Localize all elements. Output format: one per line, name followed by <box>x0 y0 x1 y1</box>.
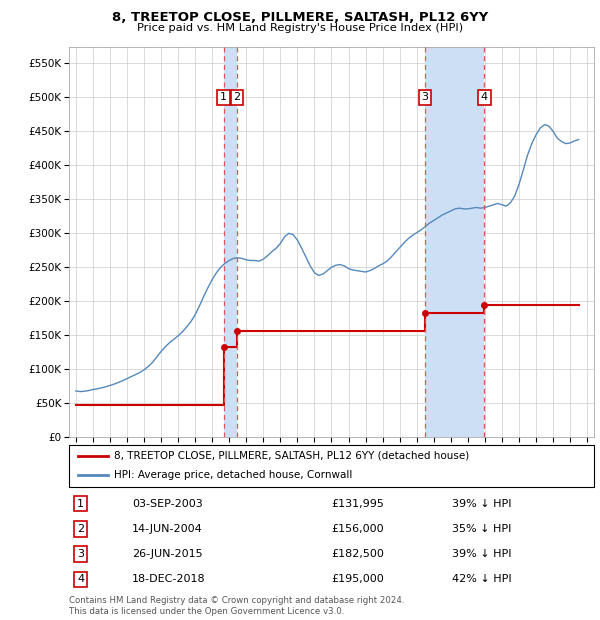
Bar <box>224 46 237 437</box>
Text: 26-JUN-2015: 26-JUN-2015 <box>132 549 203 559</box>
Text: 3: 3 <box>77 549 84 559</box>
Text: 3: 3 <box>421 92 428 102</box>
Text: HPI: Average price, detached house, Cornwall: HPI: Average price, detached house, Corn… <box>113 471 352 480</box>
Text: Contains HM Land Registry data © Crown copyright and database right 2024.
This d: Contains HM Land Registry data © Crown c… <box>69 596 404 616</box>
Text: £195,000: £195,000 <box>331 575 384 585</box>
Text: 03-SEP-2003: 03-SEP-2003 <box>132 498 203 508</box>
Text: 4: 4 <box>77 575 84 585</box>
Text: Price paid vs. HM Land Registry's House Price Index (HPI): Price paid vs. HM Land Registry's House … <box>137 23 463 33</box>
Text: 39% ↓ HPI: 39% ↓ HPI <box>452 549 512 559</box>
Text: 39% ↓ HPI: 39% ↓ HPI <box>452 498 512 508</box>
Text: 18-DEC-2018: 18-DEC-2018 <box>132 575 206 585</box>
Text: 35% ↓ HPI: 35% ↓ HPI <box>452 524 512 534</box>
Text: 42% ↓ HPI: 42% ↓ HPI <box>452 575 512 585</box>
Bar <box>425 46 484 437</box>
Text: £131,995: £131,995 <box>331 498 385 508</box>
Text: 2: 2 <box>233 92 241 102</box>
Text: 14-JUN-2004: 14-JUN-2004 <box>132 524 203 534</box>
Text: 4: 4 <box>481 92 488 102</box>
Text: 8, TREETOP CLOSE, PILLMERE, SALTASH, PL12 6YY (detached house): 8, TREETOP CLOSE, PILLMERE, SALTASH, PL1… <box>113 451 469 461</box>
Text: £156,000: £156,000 <box>331 524 384 534</box>
Text: 8, TREETOP CLOSE, PILLMERE, SALTASH, PL12 6YY: 8, TREETOP CLOSE, PILLMERE, SALTASH, PL1… <box>112 11 488 24</box>
Text: 2: 2 <box>77 524 84 534</box>
Text: 1: 1 <box>77 498 84 508</box>
Text: 1: 1 <box>220 92 227 102</box>
Text: £182,500: £182,500 <box>331 549 385 559</box>
